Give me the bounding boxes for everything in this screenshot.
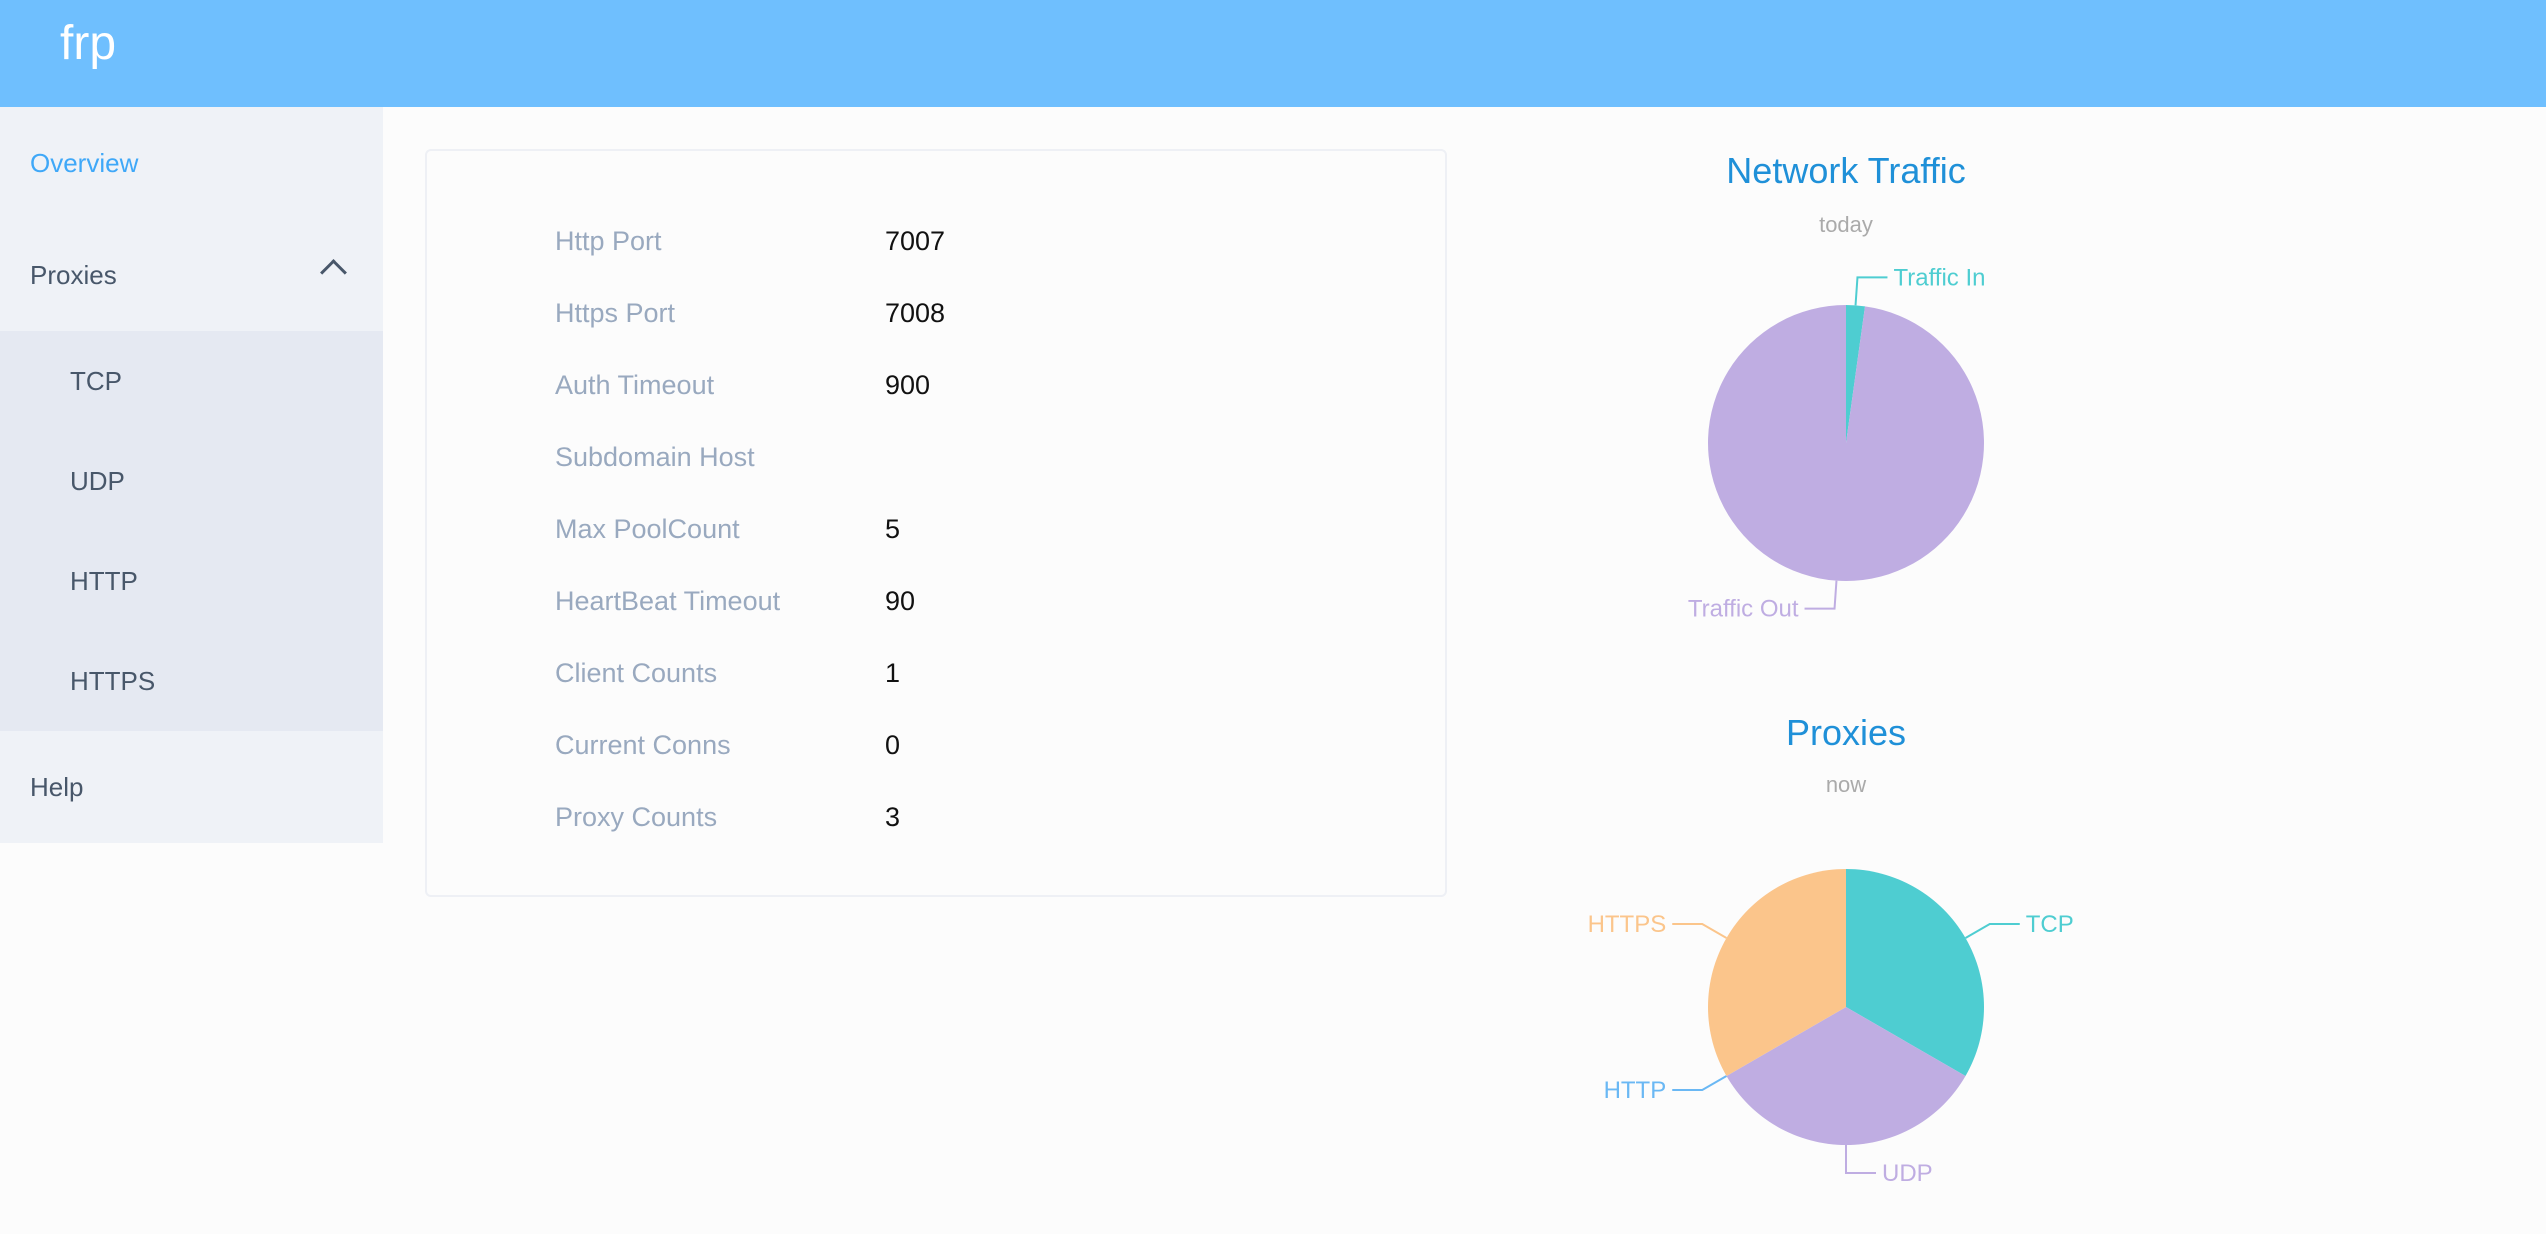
chart-title: Proxies	[1785, 712, 1907, 753]
info-label: Client Counts	[555, 658, 718, 688]
label-line	[1854, 276, 1888, 306]
info-value: 5	[885, 514, 901, 544]
sidebar-item-label: Help	[30, 771, 84, 802]
info-value: 900	[885, 370, 931, 400]
label-line	[1672, 1075, 1727, 1091]
info-value: 7008	[885, 298, 946, 328]
chart-subtitle: now	[1825, 772, 1867, 797]
slice-label: HTTPS	[1588, 911, 1667, 938]
proxies-submenu: TCP UDP HTTP HTTPS	[0, 331, 383, 731]
sidebar-item-help[interactable]: Help	[0, 731, 383, 843]
label-line	[1845, 1145, 1876, 1174]
sidebar-item-http[interactable]: HTTP	[0, 531, 383, 631]
slice-label: Traffic Out	[1688, 596, 1799, 623]
info-label: Subdomain Host	[555, 442, 755, 472]
sidebar-item-proxies[interactable]: Proxies	[0, 219, 383, 331]
info-label: Auth Timeout	[555, 370, 715, 400]
sidebar-item-overview[interactable]: Overview	[0, 107, 383, 219]
sidebar-item-label: Proxies	[30, 259, 117, 290]
sidebar-item-label: HTTP	[70, 565, 138, 596]
info-label: Max PoolCount	[555, 514, 740, 544]
slice-label: TCP	[2026, 911, 2074, 938]
info-label: Proxy Counts	[555, 802, 718, 832]
sidebar-item-https[interactable]: HTTPS	[0, 631, 383, 731]
info-value: 1	[885, 658, 901, 688]
server-info-card: Http Port 7007 Https Port 7008 Auth Timeout 9…	[425, 149, 1447, 897]
sidebar-item-label: Overview	[30, 147, 139, 178]
label-line	[1672, 923, 1727, 939]
label-line	[1804, 580, 1838, 610]
info-label: Current Conns	[555, 730, 731, 760]
info-value: 3	[885, 802, 901, 832]
header: frp	[0, 0, 2546, 107]
chart-title: Network Traffic	[1726, 150, 1966, 191]
sidebar-item-label: HTTPS	[70, 665, 156, 696]
info-value: 90	[885, 586, 916, 616]
pie-slice[interactable]	[1846, 305, 1866, 443]
pie-slice[interactable]	[1708, 869, 1846, 1076]
info-label: Http Port	[555, 226, 662, 256]
slice-label: Traffic In	[1893, 264, 1985, 291]
pie-slice[interactable]	[1708, 305, 1985, 581]
info-value: 0	[885, 730, 901, 760]
slice-label: HTTP	[1604, 1077, 1667, 1104]
slice-label: UDP	[1882, 1160, 1933, 1187]
pie-slice[interactable]	[1846, 869, 1984, 1076]
logo[interactable]: frp	[60, 17, 117, 70]
info-label: Https Port	[555, 298, 676, 328]
chart-subtitle: today	[1819, 212, 1873, 237]
sidebar: Overview Proxies TCP UDP HTTP HTTPS Help	[0, 107, 383, 843]
sidebar-item-udp[interactable]: UDP	[0, 431, 383, 531]
info-value: 7007	[885, 226, 946, 256]
sidebar-item-tcp[interactable]: TCP	[0, 331, 383, 431]
sidebar-item-label: TCP	[70, 365, 122, 396]
sidebar-item-label: UDP	[70, 465, 125, 496]
label-line	[1965, 923, 2020, 939]
info-label: HeartBeat Timeout	[555, 586, 781, 616]
